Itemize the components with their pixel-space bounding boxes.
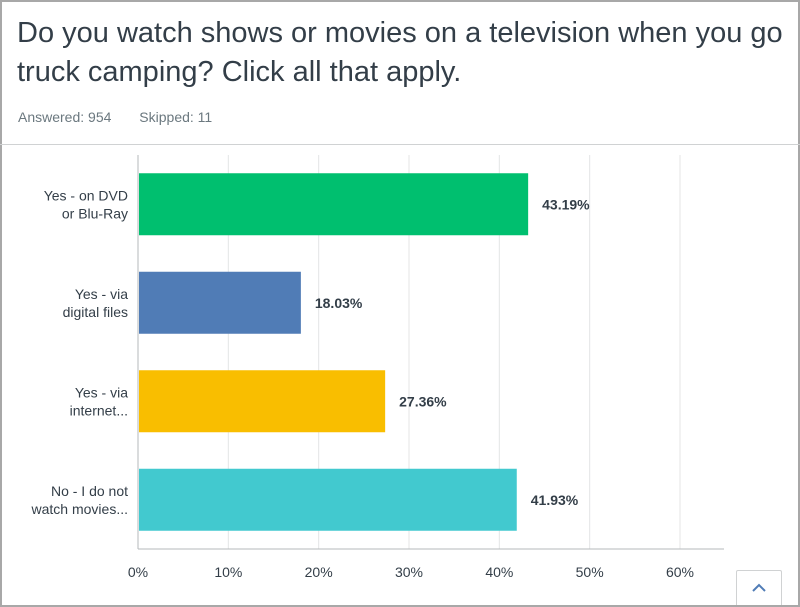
question-title: Do you watch shows or movies on a televi…	[17, 17, 783, 88]
category-label: Yes - via	[75, 286, 128, 302]
chevron-up-icon	[752, 583, 766, 592]
response-stats: Answered: 954 Skipped: 11	[18, 109, 236, 125]
header-divider	[0, 144, 800, 145]
bar-value-label: 27.36%	[399, 393, 447, 409]
scroll-to-top-button[interactable]	[736, 570, 782, 605]
category-label: Yes - on DVD	[44, 187, 128, 203]
skipped-count: Skipped: 11	[139, 109, 213, 125]
bar-value-label: 43.19%	[542, 196, 590, 212]
bar-value-label: 41.93%	[531, 492, 579, 508]
bar	[139, 468, 517, 531]
category-label: Yes - via	[75, 384, 128, 400]
category-label: or Blu-Ray	[62, 205, 128, 221]
category-label: internet...	[70, 402, 128, 418]
bar	[139, 271, 301, 334]
x-tick-label: 60%	[666, 564, 694, 580]
x-tick-label: 40%	[485, 564, 513, 580]
x-tick-label: 0%	[128, 564, 148, 580]
x-tick-label: 10%	[214, 564, 242, 580]
x-tick-label: 30%	[395, 564, 423, 580]
category-label: digital files	[63, 304, 128, 320]
answered-count: Answered: 954	[18, 109, 112, 125]
x-tick-label: 20%	[305, 564, 333, 580]
bar	[139, 370, 386, 433]
category-label: No - I do not	[51, 483, 128, 499]
bar-value-label: 18.03%	[315, 295, 363, 311]
bar	[139, 173, 529, 236]
category-label: watch movies...	[31, 501, 128, 517]
x-tick-label: 50%	[576, 564, 604, 580]
